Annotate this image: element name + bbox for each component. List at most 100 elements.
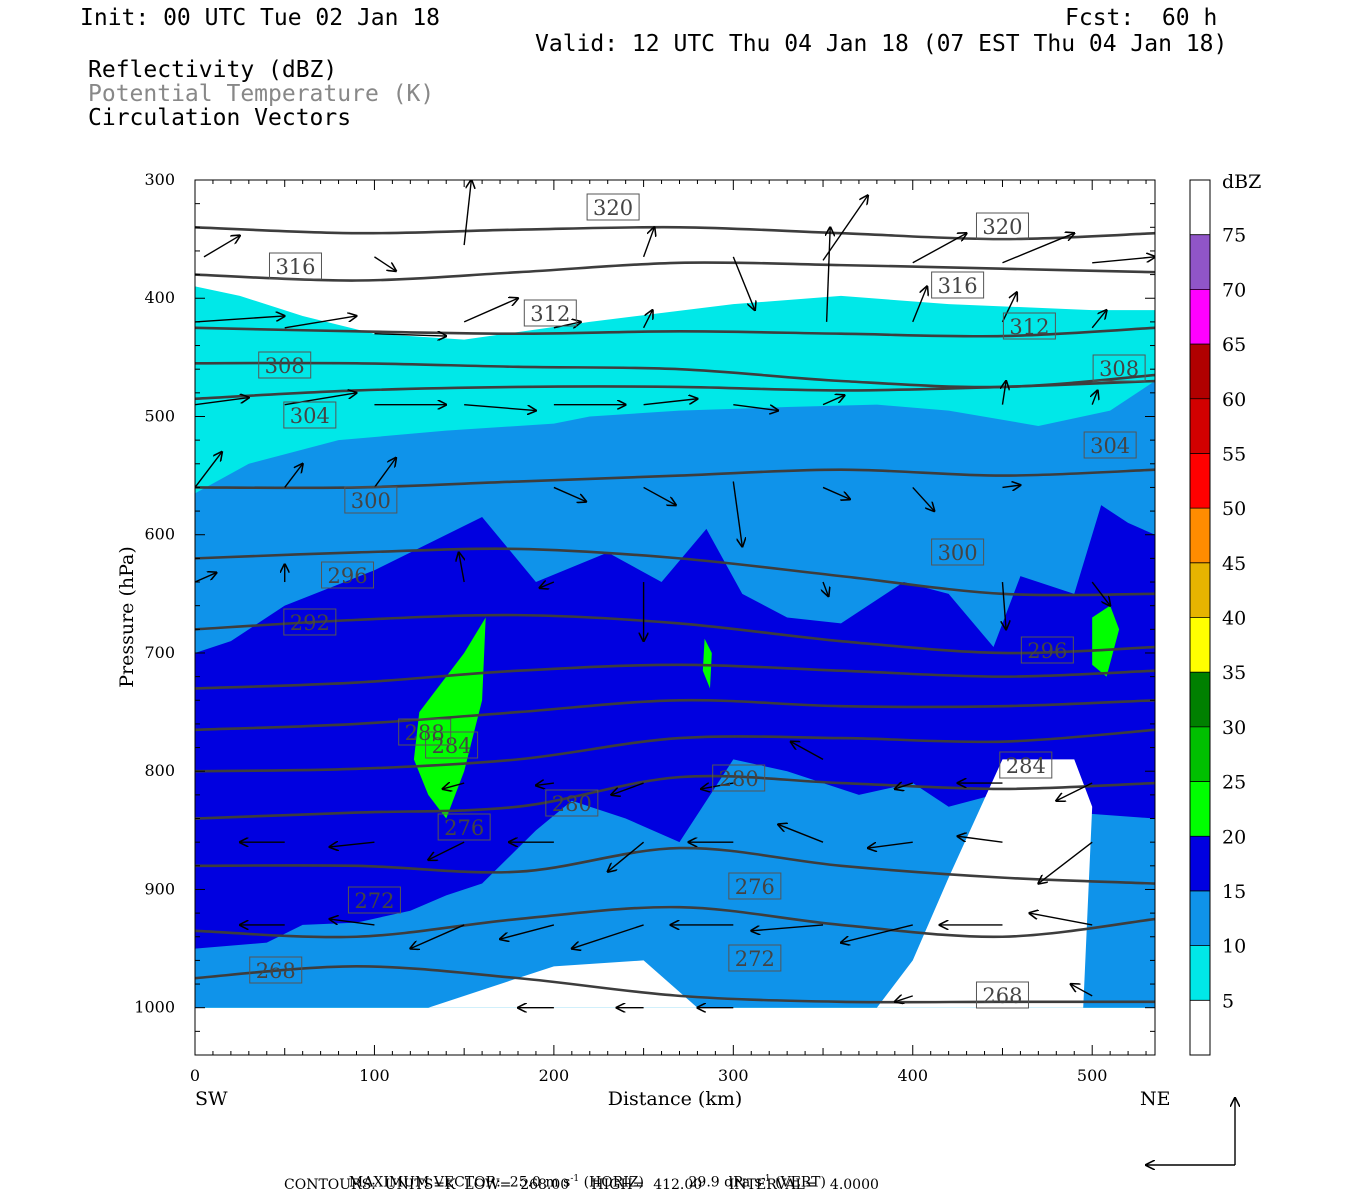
vector-arrow (895, 996, 913, 1002)
theta-contour-292 (195, 663, 1155, 690)
svg-text:300: 300 (938, 541, 978, 565)
colorbar-label: 20 (1222, 826, 1246, 848)
theta-label-316: 316 (931, 271, 985, 299)
y-tick-label: 600 (144, 525, 175, 544)
colorbar-label: 45 (1222, 553, 1246, 575)
vector-arrow (1001, 292, 1016, 323)
theta-label-296: 296 (1020, 636, 1074, 664)
svg-text:308: 308 (265, 354, 305, 378)
colorbar-swatch (1190, 890, 1210, 946)
theta-label-272: 272 (728, 944, 782, 972)
svg-text:268: 268 (256, 959, 296, 983)
vector-arrow (1091, 310, 1106, 329)
x-tick-label: 200 (539, 1066, 570, 1085)
vector-arrow (1002, 485, 1020, 487)
vector-arrow (195, 398, 249, 406)
vector-arrow (751, 924, 824, 931)
vector-arrow (912, 233, 967, 264)
y-tick-label: 700 (144, 643, 175, 662)
colorbar-label: 15 (1222, 881, 1246, 903)
vector-arrow (1091, 581, 1110, 606)
theta-contour-316 (195, 326, 1155, 338)
colorbar-swatch (1190, 726, 1210, 782)
vector-arrow (1092, 390, 1097, 405)
max-vector-label: MAXIMUM VECTOR: (348, 1174, 501, 1191)
vector-arrow (553, 486, 586, 501)
colorbar-label: 55 (1222, 443, 1246, 465)
vector-arrow (536, 783, 554, 785)
colorbar-swatch (1190, 562, 1210, 618)
vector-arrow (1056, 782, 1093, 801)
svg-text:320: 320 (593, 196, 633, 220)
colorbar-label: 30 (1222, 717, 1246, 739)
clear-region-1 (876, 759, 1093, 1008)
reflectivity-region-20dbz (702, 638, 712, 689)
vector-arrow (643, 486, 676, 505)
svg-text:312: 312 (530, 302, 570, 326)
y-tick-label: 300 (144, 170, 175, 189)
vector-arrow (1002, 381, 1006, 405)
theta-label-308: 308 (258, 351, 312, 379)
colorbar-swatch (1190, 672, 1210, 727)
colorbar-swatch (1190, 344, 1210, 399)
y-tick-label: 900 (144, 879, 175, 898)
vector-arrow (195, 573, 217, 583)
svg-text:284: 284 (1006, 754, 1046, 778)
vector-arrow (284, 464, 303, 488)
colorbar-swatch (1190, 180, 1210, 235)
axis-ticks: 0 100 200 300 400 500 300 400 500 600 700 800 900 100… (134, 170, 1155, 1085)
y-tick-label: 800 (144, 761, 175, 780)
vector-arrow (374, 256, 396, 271)
max-horiz-exp: -1 (570, 1174, 580, 1184)
x-tick-label: 100 (359, 1066, 390, 1085)
theta-contour-284 (195, 728, 1155, 773)
valid-time: Valid: 12 UTC Thu 04 Jan 18 (07 EST Thu … (535, 31, 1228, 57)
vector-arrow (374, 334, 446, 336)
vector-arrow (822, 195, 868, 261)
circulation-vectors (195, 180, 1155, 1008)
theta-contour-280 (195, 774, 1155, 820)
colorbar-label: 50 (1222, 498, 1246, 520)
colorbar-swatch (1190, 781, 1210, 837)
svg-text:296: 296 (327, 564, 367, 588)
theta-label-304: 304 (1083, 431, 1137, 459)
colorbar-swatch (1190, 836, 1210, 891)
theta-label-284: 284 (425, 731, 479, 759)
svg-text:316: 316 (275, 255, 315, 279)
theta-label-268: 268 (975, 981, 1029, 1009)
vector-arrow (373, 458, 396, 488)
colorbar-label: 75 (1222, 225, 1246, 247)
vector-arrow (912, 286, 927, 323)
theta-label-316: 316 (268, 252, 322, 280)
theta-label-300: 300 (931, 538, 985, 566)
vector-arrow (284, 393, 357, 406)
theta-label-296: 296 (321, 561, 375, 589)
svg-text:312: 312 (1009, 315, 1049, 339)
vector-arrow (642, 227, 655, 258)
y-tick-label: 500 (144, 406, 175, 425)
theta-label-272: 272 (347, 886, 401, 914)
theta-contour-288 (195, 698, 1155, 732)
max-vector-footer: MAXIMUM VECTOR: 25.0 m s-1 (HORIZ) 29.9 … (340, 1158, 826, 1191)
x-tick-label: 0 (190, 1066, 200, 1085)
vector-arrow (330, 919, 375, 926)
vector-arrow (464, 403, 536, 411)
vector-arrow (791, 742, 824, 761)
theta-label-304: 304 (283, 401, 337, 429)
vector-arrow (958, 836, 1003, 843)
theta-label-280: 280 (712, 764, 766, 792)
vector-arrow (1002, 581, 1006, 629)
max-vert-suffix: (VERT) (770, 1174, 826, 1191)
svg-text:320: 320 (982, 215, 1022, 239)
vector-arrow (443, 783, 465, 789)
theta-label-312: 312 (1002, 312, 1056, 340)
vector-arrow (463, 298, 518, 323)
field-label-vectors: Circulation Vectors (88, 105, 352, 131)
vector-arrow (203, 236, 240, 258)
field-label-theta: Potential Temperature (K) (88, 81, 435, 107)
plot-frame (194, 179, 1156, 1056)
colorbar-swatch (1190, 234, 1210, 290)
theta-label-320: 320 (586, 193, 640, 221)
vector-arrow (912, 486, 935, 511)
